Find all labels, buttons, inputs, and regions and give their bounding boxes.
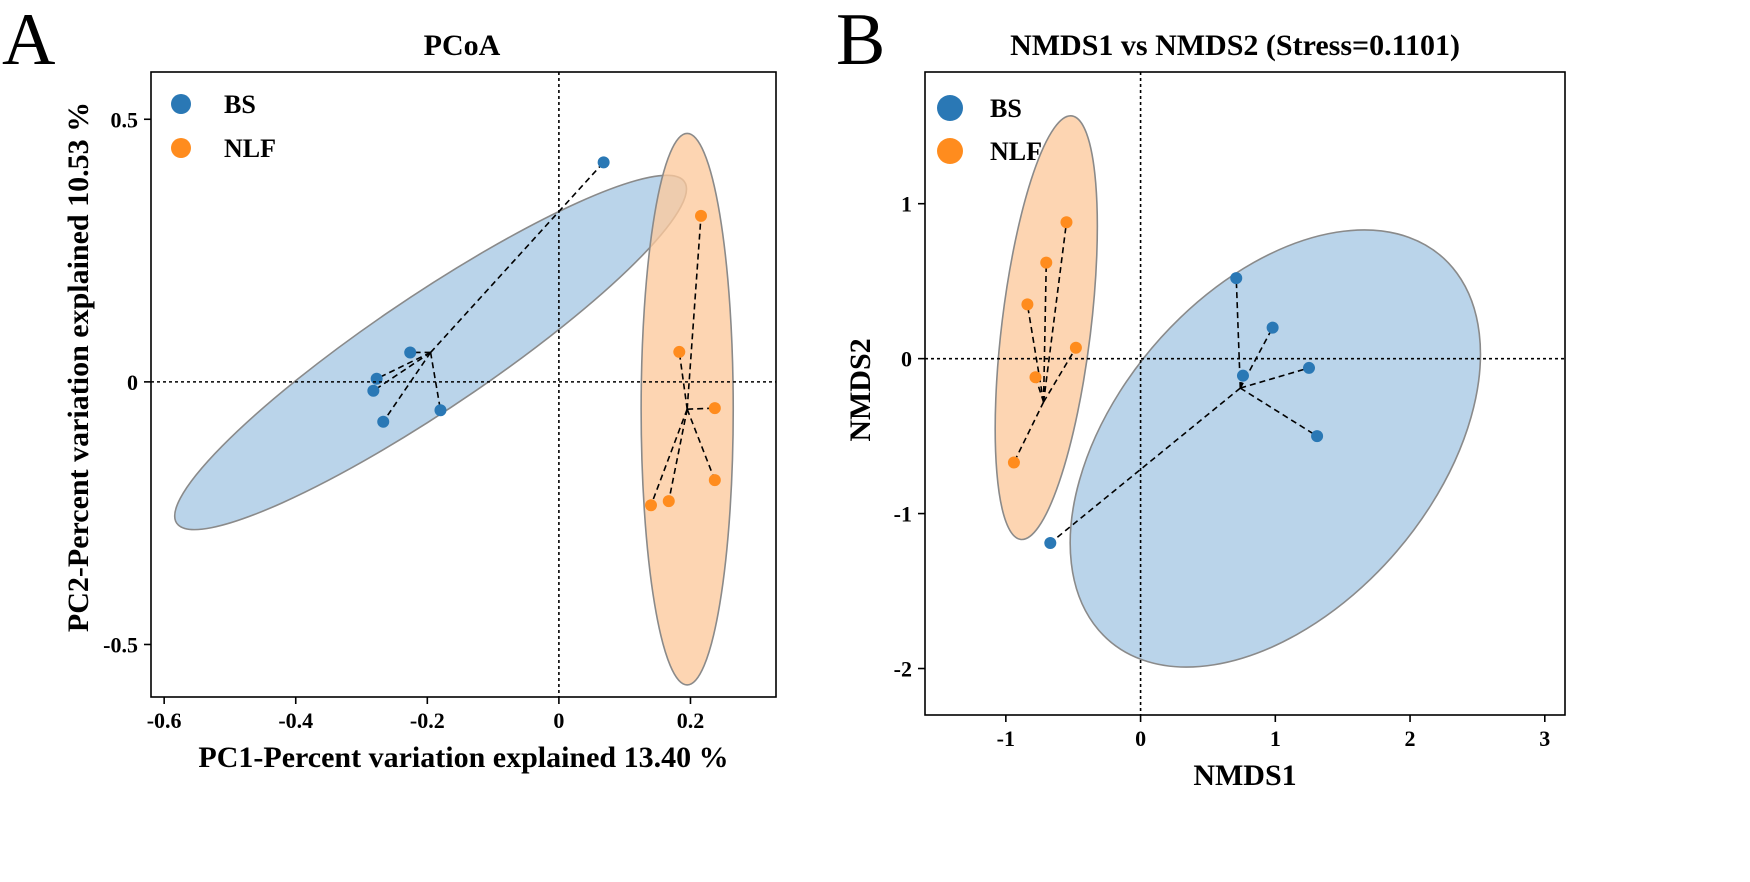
bs-point <box>370 372 383 385</box>
nlf-point <box>708 402 721 415</box>
panel-letter: B <box>836 0 885 81</box>
plot-area <box>976 109 1552 755</box>
nlf-spider-line <box>686 408 716 481</box>
y-axis-label: PC2-Percent variation explained 10.53 % <box>62 102 95 632</box>
x-axis-label: NMDS1 <box>1193 759 1296 792</box>
bs-point <box>1236 369 1249 382</box>
bs-spider-line <box>1239 387 1318 437</box>
nlf-spider-line <box>1042 347 1077 403</box>
chart-title: PCoA <box>424 29 501 62</box>
legend-marker-bs <box>937 95 963 121</box>
axes-frame <box>150 71 777 698</box>
nlf-spider-line <box>1013 401 1045 463</box>
legend-marker-bs <box>171 94 191 114</box>
y-tick-label: 0 <box>901 347 912 372</box>
bs-spider-line <box>1240 367 1310 389</box>
legend-label-nlf: NLF <box>224 134 276 163</box>
bs-point <box>597 156 610 169</box>
nlf-point <box>662 495 675 508</box>
nlf-point <box>1021 298 1034 311</box>
axes-frame <box>924 71 1566 716</box>
nlf-point <box>645 499 657 512</box>
bs-point <box>1266 321 1279 334</box>
panel-letter: A <box>2 0 55 81</box>
legend-marker-nlf <box>937 138 963 164</box>
bs-spider-line <box>1049 387 1241 544</box>
panel-b-nmds: -1 0 1 2 3 1 0 -1 -2 B NMDS1 vs NMDS2 (Stress=0.11… <box>836 0 1566 792</box>
y-tick-label: 0.5 <box>111 107 139 132</box>
y-tick-label: 0 <box>127 370 138 395</box>
nlf-spider-line <box>667 409 688 502</box>
nlf-point <box>708 474 721 487</box>
bs-point <box>377 415 390 428</box>
y-tick-label: -2 <box>894 657 912 682</box>
bs-point <box>404 346 417 359</box>
nlf-spider-line <box>1026 304 1045 403</box>
panel-a-pcoa: -0.6 -0.4 -0.2 0 0.2 0.5 0 -0.5 A PCoA PC1-Percent… <box>2 0 777 774</box>
legend: BS NLF <box>171 90 276 163</box>
bs-confidence-ellipse <box>998 143 1552 755</box>
x-tick-label: 1 <box>1270 726 1281 751</box>
legend-label-bs: BS <box>224 90 256 119</box>
y-tick-label: -0.5 <box>103 632 138 657</box>
nlf-spider-line <box>650 408 688 506</box>
nlf-point <box>673 345 686 358</box>
y-axis-label: NMDS2 <box>844 338 877 441</box>
x-tick-label: -0.2 <box>410 708 445 733</box>
x-tick-label: 0 <box>1135 726 1146 751</box>
x-axis-label: PC1-Percent variation explained 13.40 % <box>198 741 728 774</box>
x-tick-label: 3 <box>1539 726 1550 751</box>
x-tick-label: 0.2 <box>677 708 705 733</box>
legend: BS NLF <box>937 94 1042 166</box>
legend-marker-nlf <box>171 138 191 158</box>
plot-area <box>136 133 734 684</box>
nlf-spider-line <box>686 215 702 410</box>
legend-label-nlf: NLF <box>990 137 1042 166</box>
nlf-point <box>1007 456 1020 469</box>
bs-point <box>367 384 380 397</box>
nlf-point <box>1029 371 1042 384</box>
bs-spider-line <box>382 352 432 423</box>
bs-spider-line <box>430 161 605 354</box>
nlf-spider-line <box>1042 262 1048 403</box>
bs-point <box>1044 537 1057 550</box>
x-tick-label: -0.6 <box>147 708 182 733</box>
nlf-spider-line <box>1042 222 1068 403</box>
bs-point <box>1311 430 1324 443</box>
chart-title: NMDS1 vs NMDS2 (Stress=0.1101) <box>1010 29 1460 62</box>
y-tick-label: -1 <box>894 502 912 527</box>
nlf-point <box>1060 216 1073 229</box>
bs-spider-line <box>372 351 432 392</box>
bs-point <box>1230 272 1243 285</box>
bs-point <box>434 404 447 417</box>
x-tick-label: 2 <box>1405 726 1416 751</box>
nlf-point <box>1040 256 1053 269</box>
y-tick-label: 1 <box>901 192 912 217</box>
x-tick-label: 0 <box>553 708 564 733</box>
bs-point <box>1303 361 1315 374</box>
nlf-point <box>1069 341 1082 354</box>
x-tick-label: -1 <box>997 726 1015 751</box>
legend-label-bs: BS <box>990 94 1022 123</box>
x-tick-label: -0.4 <box>278 708 313 733</box>
bs-spider-line <box>1235 278 1242 389</box>
nlf-point <box>695 209 707 222</box>
